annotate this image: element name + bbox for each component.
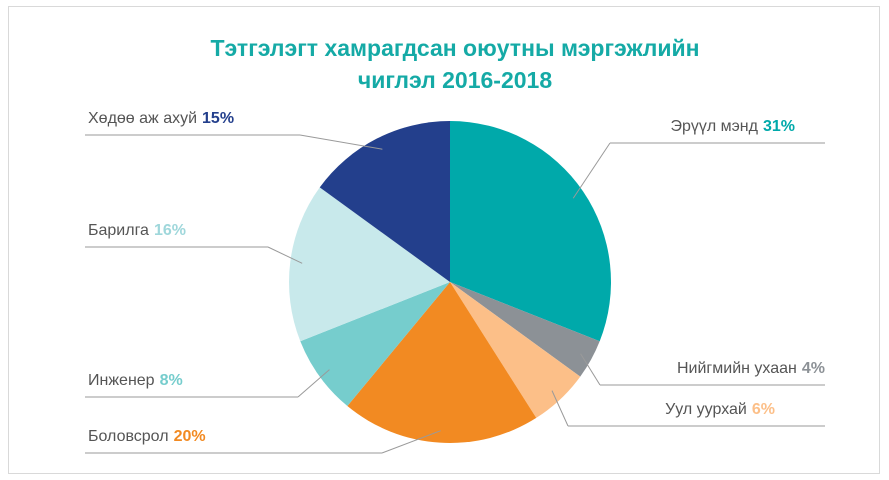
value-label: 8%: [160, 372, 183, 389]
category-label: Барилга: [88, 222, 149, 239]
value-label: 4%: [802, 360, 825, 377]
pie-slice: [450, 121, 612, 342]
frame: [8, 6, 880, 474]
slice-label: Уул уурхай 6%: [665, 401, 775, 418]
chart-title: Тэтгэлэгт хамрагдсан оюутны мэргэжлийн ч…: [210, 35, 700, 93]
value-label: 15%: [202, 110, 234, 127]
value-label: 31%: [763, 118, 795, 135]
slice-label: Барилга 16%: [88, 222, 186, 239]
pie-slice: [300, 282, 450, 407]
slice-label: Боловсрол 20%: [88, 428, 206, 445]
value-label: 20%: [174, 428, 206, 445]
category-label: Боловсрол: [88, 428, 169, 445]
leader-line: [580, 353, 601, 386]
leader-line: [267, 246, 303, 264]
category-label: Хөдөө аж ахуй: [88, 110, 197, 127]
pie-slice: [319, 121, 450, 282]
leader-line: [551, 390, 569, 427]
category-label: Нийгмийн ухаан: [677, 360, 797, 377]
slice-label: Нийгмийн ухаан 4%: [677, 360, 825, 377]
slice-label: Хөдөө аж ахуй 15%: [88, 110, 234, 127]
leader-line: [297, 369, 330, 398]
category-label: Инженер: [88, 372, 155, 389]
category-label: Уул уурхай: [665, 401, 747, 418]
pie-slice: [288, 187, 450, 342]
pie-slice: [450, 282, 600, 377]
category-label: Эрүүл мэнд: [670, 118, 758, 135]
value-label: 16%: [154, 222, 186, 239]
leader-line: [299, 134, 383, 150]
value-label: 6%: [752, 401, 775, 418]
slice-label: Эрүүл мэнд 31%: [670, 118, 795, 135]
leader-line: [572, 142, 611, 199]
leader-line: [381, 430, 441, 454]
pie-slice: [347, 282, 537, 443]
slice-label: Инженер 8%: [88, 372, 183, 389]
pie-slice: [450, 282, 581, 418]
